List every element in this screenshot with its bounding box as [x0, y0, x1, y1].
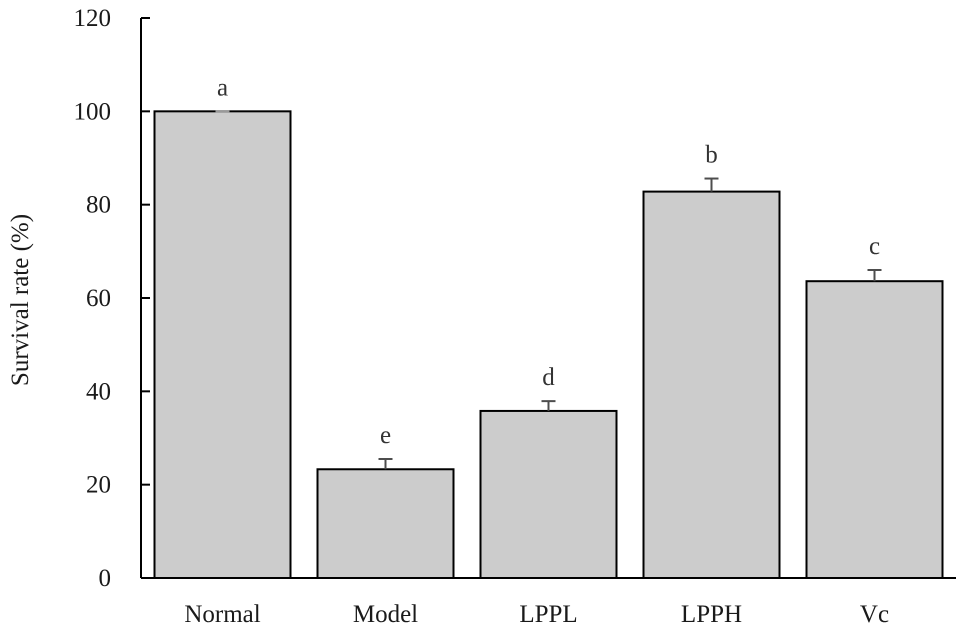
x-tick-label: LPPH — [681, 601, 742, 628]
bar-vc — [805, 280, 944, 579]
significance-letter: d — [542, 364, 555, 391]
x-tick-label: Vc — [860, 601, 889, 628]
bars-group — [153, 110, 944, 579]
y-tick-label: 0 — [99, 565, 112, 592]
y-tick-label: 20 — [86, 472, 111, 499]
labels-group: a Normal e Model d LPPL b LPPH c Vc — [184, 74, 889, 628]
bar-normal — [153, 110, 292, 579]
y-tick-label: 80 — [86, 192, 111, 219]
significance-letter: c — [869, 233, 880, 260]
significance-letter: e — [380, 422, 391, 449]
y-tick-label: 40 — [86, 378, 111, 405]
significance-letter: b — [705, 142, 718, 169]
x-tick-label: Normal — [184, 601, 260, 628]
bar-lppl — [479, 409, 618, 579]
y-axis-label: Survival rate (%) — [7, 214, 34, 386]
x-tick-label: Model — [353, 601, 418, 628]
y-tick-label: 60 — [86, 285, 111, 312]
y-tick-label: 120 — [74, 5, 112, 32]
significance-letter: a — [217, 74, 228, 101]
y-tick-label: 100 — [74, 98, 112, 125]
x-tick-label: LPPL — [519, 601, 577, 628]
bar-lpph — [642, 190, 781, 579]
bar-model — [316, 468, 455, 579]
